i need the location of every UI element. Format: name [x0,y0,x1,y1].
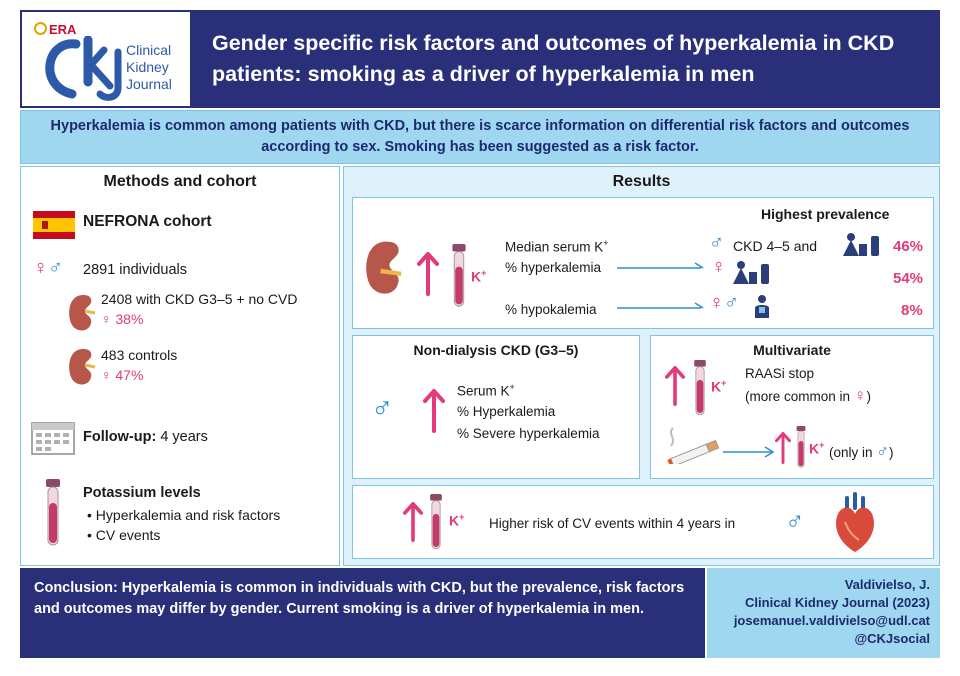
arrow-right-icon [723,446,775,458]
nondialysis-card: Non-dialysis CKD (G3–5) ♂ Serum K+ % Hyp… [352,335,640,479]
blood-tube-icon [452,244,466,307]
results-title: Results [612,173,671,190]
page-title: Gender specific risk factors and outcome… [190,12,938,106]
up-arrow-icon [417,252,439,296]
up-arrow-icon [775,432,791,464]
raasi-note: (more common in ♀) [745,386,872,405]
followup: Follow-up: 4 years [83,429,208,445]
era-logo: ERA [34,22,76,37]
kidney-icon [366,241,402,294]
potassium-label: K+ [449,512,465,529]
blood-tube-icon [46,479,60,546]
blood-tube-icon [430,494,442,550]
social-handle[interactable]: @CKJsocial [854,631,930,646]
conclusion-banner: Conclusion: Hyperkalemia is common in in… [20,568,705,658]
pct-men: 46% [893,238,924,255]
cv-risk-text: Higher risk of CV events within 4 years … [489,516,736,531]
female-male-icon: ♀♂ [709,292,739,314]
potassium-label: K+ [711,378,727,395]
blood-tube-icon [796,426,806,468]
up-arrow-icon [665,366,685,406]
female-male-icon: ♀♂ [33,257,63,279]
controls-female-pct: ♀ 47% [101,367,144,383]
nd-hyperkalemia: % Hyperkalemia [457,404,556,419]
controls-count: 483 controls [101,347,178,363]
multivariate-title: Multivariate [753,342,831,358]
prevalence-card: Highest prevalence K+ Median serum K+ % … [352,197,934,329]
blood-tube-icon [694,360,706,416]
cigarette-icon [667,427,720,464]
intro-banner: Hyperkalemia is common among patients wi… [20,110,940,164]
spain-flag-icon [33,211,75,239]
potassium-label: K+ [471,268,487,285]
female-icon: ♀ [711,256,726,278]
email-link[interactable]: josemanuel.valdivielso@udl.cat [733,613,930,628]
ckd-stage-label: CKD 4–5 and [733,238,818,254]
cv-events-card: K+ Higher risk of CV events within 4 yea… [352,485,934,559]
heart-icon [836,492,874,552]
cohort-name: NEFRONA cohort [83,213,212,230]
nd-severe-hyperkalemia: % Severe hyperkalemia [457,426,600,441]
journal-citation: Clinical Kidney Journal (2023) [745,595,930,610]
ckd-female-pct: ♀ 38% [101,311,144,327]
methods-title: Methods and cohort [103,173,257,190]
individuals-count: 2891 individuals [83,262,187,278]
ckj-logo-icon [45,36,122,101]
calendar-icon [31,422,75,455]
journal-logo: ERA Clinical Kidney Journal [22,12,190,106]
ckd-group: 2408 with CKD G3–5 + no CVD [101,291,298,307]
arrow-right-icon [617,262,704,269]
prevalence-title: Highest prevalence [761,206,890,222]
raasi-stop: RAASi stop [745,366,815,381]
arrow-right-icon [617,302,704,309]
only-in-men: (only in ♂) [829,442,894,461]
male-icon: ♂ [709,232,724,254]
median-serum-k: Median serum K+ [505,238,609,255]
dialysis-icon [843,233,879,256]
up-arrow-icon [403,502,423,542]
multivariate-card: Multivariate K+ RAASi stop (more common … [650,335,934,479]
journal-name: Clinical Kidney Journal [126,42,172,92]
person-icon [755,295,769,318]
potassium-title: Potassium levels [83,485,201,501]
nondialysis-title: Non-dialysis CKD (G3–5) [413,342,579,358]
author: Valdivielso, J. [844,577,930,592]
pct-hyperkalemia: % hyperkalemia [505,260,602,275]
male-icon: ♂ [371,392,394,425]
pct-women: 54% [893,270,924,287]
up-arrow-icon [423,389,445,433]
kidney-icon [69,349,96,385]
pct-hypo: 8% [901,302,923,319]
potassium-item: • Hyperkalemia and risk factors [87,507,281,523]
reference-box: Valdivielso, J. Clinical Kidney Journal … [707,568,940,658]
methods-panel: Methods and cohort NEFRONA cohort ♀♂ 289… [20,166,340,566]
male-icon: ♂ [785,506,805,536]
results-panel: Results Highest prevalence K+ Median ser… [343,166,940,566]
nd-serum-k: Serum K+ [457,382,515,399]
potassium-label: K+ [809,440,825,457]
potassium-item: • CV events [87,527,161,543]
kidney-icon [69,295,96,331]
header: ERA Clinical Kidney Journal Gender speci… [20,10,940,108]
pct-hypokalemia: % hypokalemia [505,302,597,317]
dialysis-icon [733,261,769,284]
